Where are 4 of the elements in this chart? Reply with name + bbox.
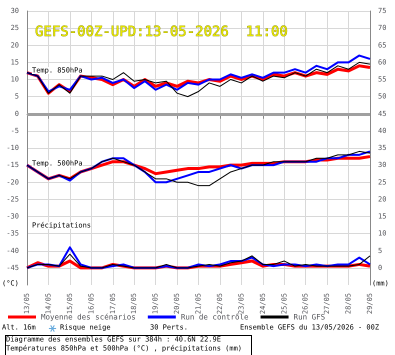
line-series [26,254,370,268]
line-series [26,54,371,92]
line-series [26,246,371,269]
text: GEFS-00Z-UPD:13-05-2026 11:00 [35,24,288,40]
